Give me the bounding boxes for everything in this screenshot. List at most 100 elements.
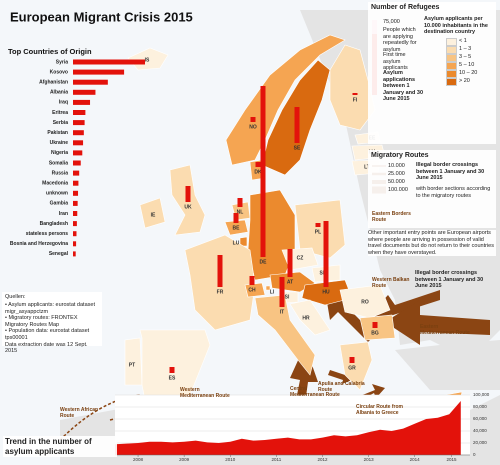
legend-box: Number of Refugees 75,000 People which are… <box>368 2 496 144</box>
route-width-label: 50.000 <box>388 179 405 185</box>
refugee-bar <box>323 221 329 287</box>
legend-scale-label: 75,000 <box>383 19 400 25</box>
route-name: Western Mediterranean Route <box>180 387 230 399</box>
x-tick-label: 2014 <box>410 457 421 462</box>
country-code: FI <box>353 97 358 103</box>
origin-label: Iraq <box>59 100 68 106</box>
class-label: > 20 <box>459 78 470 84</box>
y-tick-label: 80,000 <box>473 404 487 409</box>
refugee-bar <box>372 322 378 328</box>
origin-bar <box>73 231 77 237</box>
refugee-bar <box>315 223 321 227</box>
origin-bar <box>73 251 76 257</box>
route-name: Circular Route from Albania to Greece <box>356 404 403 416</box>
y-tick-label: 60,000 <box>473 416 487 421</box>
country-code: HR <box>302 315 310 321</box>
origin-label: Serbia <box>53 120 69 126</box>
y-tick-label: 100,000 <box>473 392 490 397</box>
country-code: FR <box>217 289 224 295</box>
country <box>289 299 331 336</box>
origin-bar <box>73 140 84 146</box>
country-code: SI <box>285 294 290 300</box>
legend-repeat: People which are applying repeatedly for… <box>383 27 417 53</box>
x-tick-label: 2013 <box>364 457 375 462</box>
origin-label: Kosovo <box>50 69 68 75</box>
route-name: Eastern Mediterranean Route <box>420 324 470 336</box>
country-code: IE <box>151 212 156 218</box>
origin-label: Bosnia and Herzegovina <box>10 241 68 247</box>
class-swatch <box>446 46 457 54</box>
refugee-bar <box>260 86 266 257</box>
refugee-bar <box>169 367 175 373</box>
country <box>339 341 373 391</box>
x-tick-label: 2015 <box>447 457 458 462</box>
origin-bar <box>73 79 108 85</box>
refugee-bar <box>237 198 243 207</box>
class-label: 10 – 20 <box>459 70 478 76</box>
origin-label: Bangladesh <box>40 221 68 227</box>
origin-label: Somalia <box>49 160 68 166</box>
route-width-label: 10.000 <box>388 163 405 169</box>
origin-bar <box>73 180 79 186</box>
origin-bar <box>73 190 79 196</box>
trend-area <box>115 401 461 455</box>
country-code: DK <box>254 169 262 175</box>
legend-first: First time asylum applicants <box>383 52 408 72</box>
refugee-bar <box>233 213 239 223</box>
refugee-bar <box>279 277 285 307</box>
country-code: IT <box>280 309 284 315</box>
country-code: HU <box>322 289 330 295</box>
route-arrow <box>385 300 490 345</box>
country-code: AT <box>287 279 293 285</box>
origin-label: Pakistan <box>47 130 68 136</box>
routes-map-note: Illegal border crossings between 1 Janua… <box>415 270 484 290</box>
route-width-label: 25.000 <box>388 171 405 177</box>
class-swatch <box>446 54 457 62</box>
class-swatch <box>446 70 457 78</box>
country-code: ES <box>169 375 176 381</box>
origin-label: Syria <box>56 59 68 65</box>
class-label: 1 – 3 <box>459 46 472 52</box>
trend-title: Trend in the number of asylum applicants <box>3 436 117 458</box>
country-code: NL <box>237 209 244 215</box>
routes-sections: with border sections according to the mi… <box>416 186 491 199</box>
origin-label: Russia <box>52 170 69 176</box>
country <box>139 197 166 229</box>
route-name: Western Balkan Route <box>372 277 410 289</box>
origin-bar <box>73 221 77 227</box>
origin-bar <box>73 89 96 95</box>
refugee-bar <box>349 357 355 363</box>
origin-bar <box>73 130 84 136</box>
origin-bar <box>73 110 86 115</box>
source-item: • Population data: eurostat dataset tps0… <box>5 328 90 341</box>
title: European Migrant Crisis 2015 <box>10 9 193 24</box>
refugee-bar <box>294 107 300 143</box>
country-code: GR <box>348 365 356 371</box>
route-name: Western African Route <box>60 407 99 419</box>
legend-period: Asylum applications between 1 January an… <box>383 70 424 103</box>
origin-bar <box>73 241 77 247</box>
sources-date: Data extraction date was 12 Sept. 2015 <box>5 341 88 355</box>
origin-bar <box>73 200 78 206</box>
route-name: Apulia and Calabria Route <box>318 381 365 393</box>
routes-crossings: Illegal border crossings between 1 Janua… <box>416 162 485 182</box>
country-code: LT <box>364 164 370 170</box>
sources-box: Quellen: • Asylum applicants: eurostat da… <box>2 292 102 354</box>
country <box>265 285 271 291</box>
origin-bar <box>73 211 78 216</box>
refugee-bar <box>217 255 223 287</box>
origin-label: Gambia <box>50 201 69 207</box>
origin-bar <box>73 99 91 105</box>
origin-label: unknown <box>46 191 68 197</box>
class-label: < 1 <box>459 38 467 44</box>
class-label: 5 – 10 <box>459 62 475 68</box>
class-label: 3 – 5 <box>459 54 472 60</box>
land-turkey <box>395 340 500 390</box>
country-code: CZ <box>297 255 304 261</box>
country-code: PL <box>315 229 321 235</box>
sources-title: Quellen: <box>5 294 26 300</box>
routes-title: Migratory Routes <box>371 152 429 159</box>
country <box>244 282 266 298</box>
refugee-bar <box>352 93 358 95</box>
